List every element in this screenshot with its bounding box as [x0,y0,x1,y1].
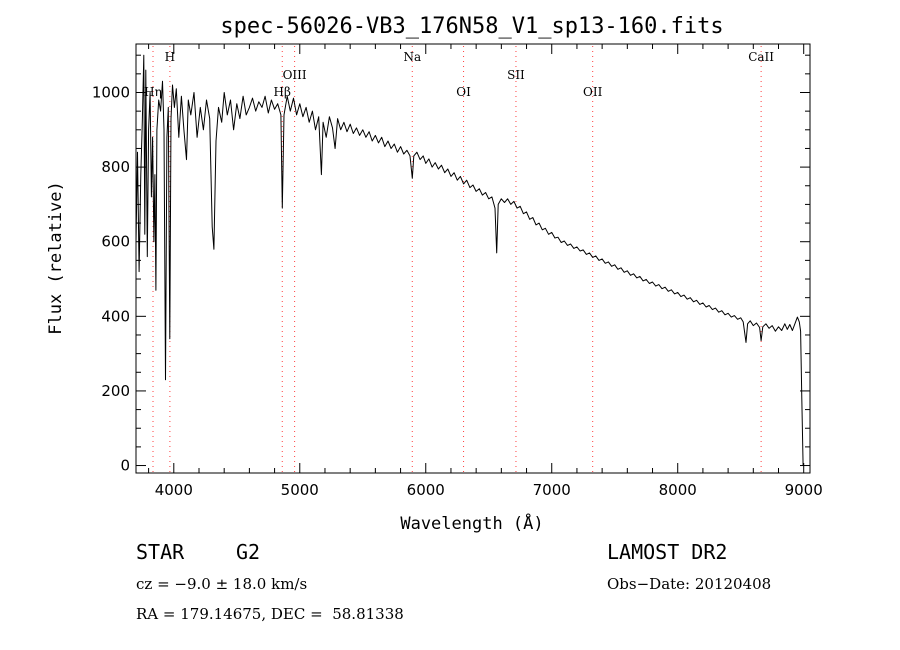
observation-date: Obs−Date: 20120408 [607,575,772,593]
y-tick-label-0: 0 [120,457,130,475]
emission-line-markers: Hη H Hβ OIII Na OI SII OII CaII [144,46,774,473]
marker-label-2: Hβ [274,85,291,99]
object-subclass: G2 [236,540,261,564]
x-tick-label-5000: 5000 [281,481,319,499]
marker-label-4: Na [403,50,421,64]
y-axis: 0 200 400 600 800 1000 [92,54,810,475]
marker-label-1: H [165,50,175,64]
y-tick-label-400: 400 [101,307,130,325]
spectrum-line-group [135,54,804,466]
marker-label-8: CaII [748,50,774,64]
marker-label-0: Hη [144,85,162,99]
y-axis-label: Flux (relative) [46,181,66,335]
redshift-velocity: cz = −9.0 ± 18.0 km/s [136,575,308,593]
object-class: STAR [136,540,185,564]
plot-frame [135,43,811,474]
spectrum-line-0 [135,54,804,466]
marker-label-3: OIII [283,68,307,82]
marker-label-7: OII [583,85,603,99]
x-axis-label: Wavelength (Å) [400,512,543,534]
y-tick-label-600: 600 [101,233,130,251]
x-tick-label-8000: 8000 [659,481,697,499]
x-tick-label-4000: 4000 [155,481,193,499]
survey-name: LAMOST DR2 [607,540,728,564]
y-tick-label-1000: 1000 [92,83,130,101]
y-tick-label-200: 200 [101,382,130,400]
x-tick-label-9000: 9000 [785,481,823,499]
marker-label-5: OI [456,85,471,99]
marker-label-6: SII [507,68,525,82]
x-tick-label-6000: 6000 [407,481,445,499]
sky-coordinates: RA = 179.14675, DEC = 58.81338 [136,605,404,623]
chart-title: spec-56026-VB3_176N58_V1_sp13-160.fits [220,14,723,39]
x-axis: 4000 5000 6000 7000 8000 9000 [148,44,823,499]
y-tick-label-800: 800 [101,158,130,176]
x-tick-label-7000: 7000 [533,481,571,499]
